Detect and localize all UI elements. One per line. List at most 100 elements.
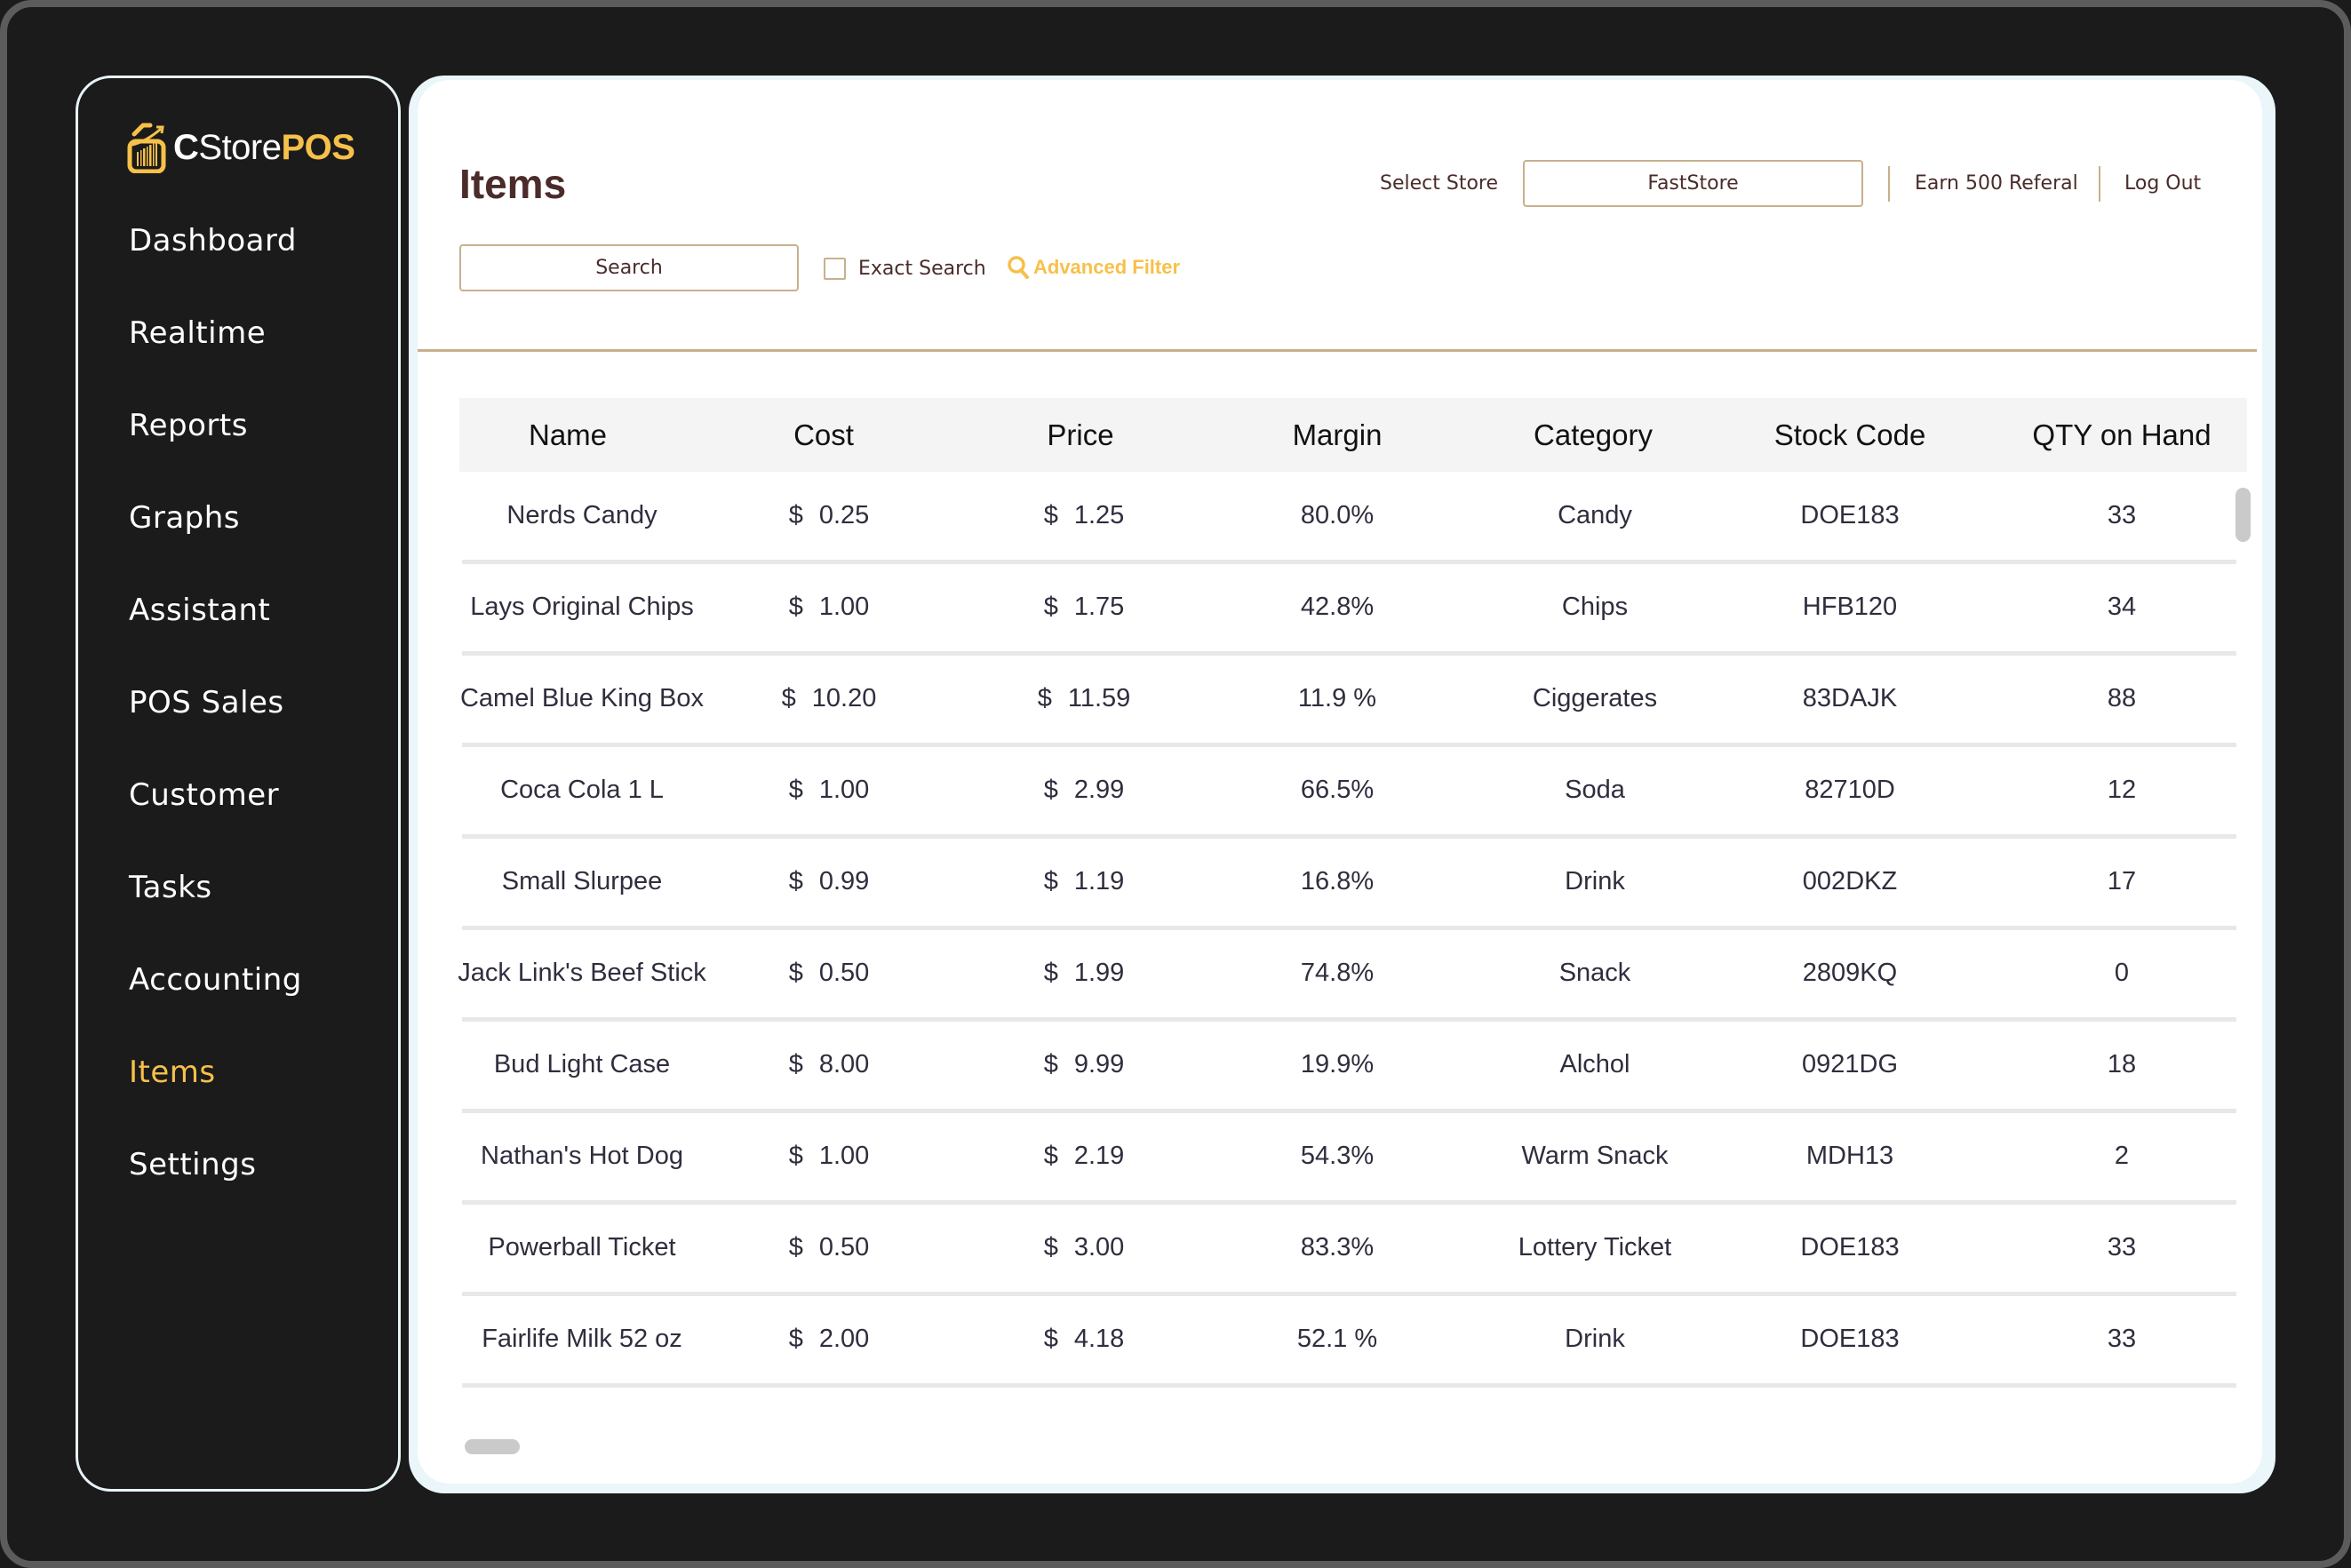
cell-cost: $0.25: [789, 472, 870, 560]
cell-cost-value: 10.20: [811, 684, 877, 712]
sidebar-item-customer[interactable]: Customer: [129, 777, 280, 813]
cell-price-value: 1.99: [1073, 959, 1125, 987]
cell-margin: 83.3%: [1300, 1233, 1375, 1262]
sidebar-item-dashboard[interactable]: Dashboard: [129, 223, 297, 259]
cell-cost-value: 1.00: [818, 776, 870, 804]
cell-cost: $0.50: [789, 929, 870, 1017]
cell-name: Lays Original Chips: [470, 593, 694, 621]
column-header-cost[interactable]: Cost: [793, 418, 854, 451]
currency-symbol: $: [788, 1233, 803, 1262]
vertical-scrollbar[interactable]: [2235, 488, 2251, 542]
cell-category: Chips: [1561, 593, 1629, 621]
cell-cost: $2.00: [789, 1295, 870, 1383]
cell-margin: 52.1 %: [1296, 1325, 1378, 1353]
table-row[interactable]: Fairlife Milk 52 oz $2.00 $4.18 52.1 % Drink…: [462, 1295, 2236, 1388]
sidebar-item-graphs[interactable]: Graphs: [129, 500, 241, 536]
sidebar-item-reports[interactable]: Reports: [129, 408, 248, 443]
cell-name: Bud Light Case: [493, 1050, 671, 1078]
sidebar-item-assistant[interactable]: Assistant: [129, 593, 271, 628]
row-divider: [462, 560, 2236, 564]
brand-name-c: C: [173, 127, 199, 167]
currency-symbol: $: [788, 501, 803, 529]
cell-category: Drink: [1565, 867, 1625, 895]
header-divider: [1888, 166, 1890, 202]
cell-category: Ciggerates: [1532, 684, 1658, 712]
sidebar-item-realtime[interactable]: Realtime: [129, 315, 267, 351]
cell-stock-code: 002DKZ: [1802, 867, 1898, 895]
table-row[interactable]: Camel Blue King Box $10.20 $11.59 11.9 % Cig…: [460, 655, 2236, 747]
column-header-stock-code[interactable]: Stock Code: [1773, 418, 1926, 451]
cell-stock-code: DOE183: [1800, 501, 1900, 529]
sidebar-item-pos-sales[interactable]: POS Sales: [129, 685, 284, 720]
table-row[interactable]: Nathan's Hot Dog $1.00 $2.19 54.3% Warm Snac…: [462, 1112, 2236, 1205]
cell-price-value: 9.99: [1073, 1050, 1125, 1078]
cell-margin: 11.9 %: [1297, 684, 1377, 712]
row-divider: [462, 1292, 2236, 1296]
cell-cost-value: 0.50: [818, 1233, 870, 1262]
cell-name: Coca Cola 1 L: [500, 776, 664, 804]
brand-name-pos: POS: [281, 127, 355, 167]
column-header-price[interactable]: Price: [1047, 418, 1114, 451]
search-input[interactable]: [459, 244, 799, 291]
cell-margin: 66.5%: [1300, 776, 1375, 804]
cell-price-value: 2.19: [1073, 1142, 1125, 1170]
currency-symbol: $: [1043, 501, 1058, 529]
cell-margin: 54.3%: [1300, 1142, 1375, 1170]
row-divider: [462, 926, 2236, 930]
exact-search-toggle[interactable]: Exact Search: [824, 256, 986, 281]
cell-margin: 74.8%: [1300, 959, 1375, 987]
cell-cost: $1.00: [789, 746, 870, 834]
search-icon: [1008, 256, 1029, 279]
currency-symbol: $: [788, 1325, 803, 1353]
advanced-filter-button[interactable]: Advanced Filter: [1007, 254, 1180, 281]
column-header-name[interactable]: Name: [528, 418, 608, 451]
currency-symbol: $: [1043, 776, 1058, 804]
earn-referral-link[interactable]: Earn 500 Referal: [1915, 172, 2078, 195]
column-header-qty-on-hand[interactable]: QTY on Hand: [2032, 418, 2212, 451]
horizontal-scrollbar[interactable]: [465, 1439, 520, 1454]
cell-stock-code: 0921DG: [1801, 1050, 1899, 1078]
header-divider-line: [418, 349, 2257, 352]
table-row[interactable]: Coca Cola 1 L $1.00 $2.99 66.5% Soda 82710D 12: [462, 746, 2236, 839]
currency-symbol: $: [1043, 1233, 1058, 1262]
cell-category: Soda: [1565, 776, 1625, 804]
currency-symbol: $: [1043, 1050, 1058, 1078]
cell-stock-code: 83DAJK: [1802, 684, 1898, 712]
exact-search-checkbox[interactable]: [824, 257, 846, 280]
cell-stock-code: 2809KQ: [1802, 959, 1898, 987]
currency-symbol: $: [788, 867, 803, 895]
column-header-margin[interactable]: Margin: [1292, 418, 1383, 451]
cell-cost: $10.20: [782, 655, 877, 743]
cell-price-value: 1.75: [1073, 593, 1125, 621]
table-row[interactable]: Nerds Candy $0.25 $1.25 80.0% Candy DOE183 33: [462, 472, 2236, 564]
currency-symbol: $: [1043, 1142, 1058, 1170]
currency-symbol: $: [788, 959, 803, 987]
currency-symbol: $: [1043, 1325, 1058, 1353]
table-row[interactable]: Small Slurpee $0.99 $1.19 16.8% Drink 002DKZ 1…: [462, 838, 2236, 930]
cell-category: Candy: [1558, 501, 1632, 529]
currency-symbol: $: [788, 776, 803, 804]
logout-link[interactable]: Log Out: [2124, 172, 2202, 195]
row-divider: [462, 1383, 2236, 1388]
sidebar: CStorePOS Dashboard Realtime Reports Gra…: [76, 76, 401, 1492]
cell-qty: 0: [2114, 959, 2130, 987]
sidebar-item-accounting[interactable]: Accounting: [129, 962, 302, 998]
sidebar-item-settings[interactable]: Settings: [129, 1147, 257, 1182]
cell-name: Small Slurpee: [501, 867, 663, 895]
sidebar-item-tasks[interactable]: Tasks: [129, 870, 212, 905]
table-row[interactable]: Lays Original Chips $1.00 $1.75 42.8% Chips H…: [462, 563, 2236, 656]
cell-qty: 34: [2107, 593, 2137, 621]
cell-margin: 42.8%: [1300, 593, 1375, 621]
table-row[interactable]: Powerball Ticket $0.50 $3.00 83.3% Lottery T…: [462, 1204, 2236, 1296]
table-row[interactable]: Bud Light Case $8.00 $9.99 19.9% Alchol 0921D…: [462, 1021, 2236, 1113]
table-header: Name Cost Price Margin Category Stock Co…: [459, 398, 2247, 472]
cell-cost: $0.99: [789, 838, 870, 926]
column-header-category[interactable]: Category: [1534, 418, 1653, 451]
store-select[interactable]: FastStore: [1523, 160, 1863, 207]
table-row[interactable]: Jack Link's Beef Stick $0.50 $1.99 74.8% Sna…: [458, 929, 2236, 1022]
row-divider: [462, 834, 2236, 839]
sidebar-item-items[interactable]: Items: [129, 1055, 216, 1090]
cell-price: $2.99: [1044, 746, 1125, 834]
cell-cost-value: 2.00: [818, 1325, 870, 1353]
currency-symbol: $: [788, 1142, 803, 1170]
